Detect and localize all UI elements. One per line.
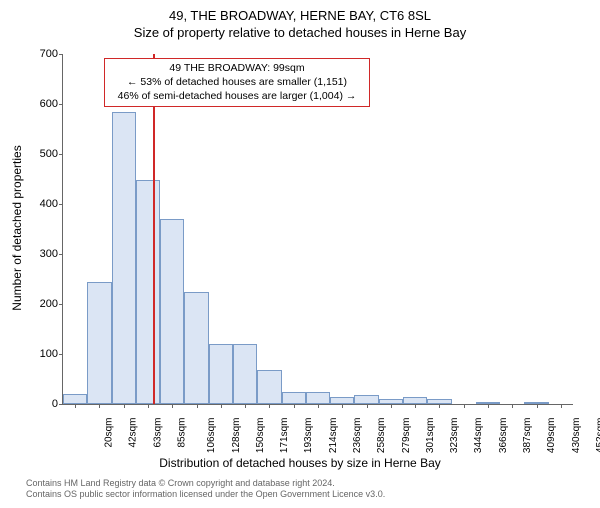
x-tick-mark <box>294 404 295 408</box>
x-tick-label: 85sqm <box>177 418 188 448</box>
y-tick-label: 200 <box>23 298 58 310</box>
x-tick-mark <box>221 404 222 408</box>
x-tick-mark <box>124 404 125 408</box>
y-tick-label: 700 <box>23 48 58 60</box>
footer-line1: Contains HM Land Registry data © Crown c… <box>26 478 385 489</box>
y-tick-mark <box>59 304 63 305</box>
y-tick-mark <box>59 254 63 255</box>
x-tick-mark <box>75 404 76 408</box>
histogram-bar <box>306 392 330 405</box>
annotation-box: 49 THE BROADWAY: 99sqm← 53% of detached … <box>104 58 370 107</box>
x-tick-label: 106sqm <box>206 418 217 454</box>
histogram-bar <box>209 344 233 404</box>
x-tick-label: 452sqm <box>595 418 600 454</box>
histogram-bar <box>233 344 257 404</box>
x-tick-label: 128sqm <box>231 418 242 454</box>
histogram-bar <box>112 112 136 405</box>
x-tick-label: 20sqm <box>104 418 115 448</box>
x-tick-label: 344sqm <box>474 418 485 454</box>
x-tick-mark <box>464 404 465 408</box>
x-tick-mark <box>415 404 416 408</box>
x-tick-mark <box>172 404 173 408</box>
histogram-bar <box>330 397 354 405</box>
y-tick-label: 600 <box>23 98 58 110</box>
x-tick-label: 366sqm <box>498 418 509 454</box>
histogram-bar <box>257 370 281 404</box>
x-tick-label: 323sqm <box>449 418 460 454</box>
histogram-bar <box>160 219 184 404</box>
histogram-bar <box>63 394 87 404</box>
x-tick-mark <box>439 404 440 408</box>
y-tick-label: 400 <box>23 198 58 210</box>
chart-title-line2: Size of property relative to detached ho… <box>0 25 600 40</box>
x-tick-label: 171sqm <box>279 418 290 454</box>
x-tick-label: 63sqm <box>152 418 163 448</box>
x-tick-mark <box>391 404 392 408</box>
y-tick-mark <box>59 204 63 205</box>
x-axis-label: Distribution of detached houses by size … <box>0 456 600 470</box>
histogram-bar <box>282 392 306 405</box>
y-tick-label: 300 <box>23 248 58 260</box>
x-tick-label: 387sqm <box>522 418 533 454</box>
x-tick-label: 430sqm <box>571 418 582 454</box>
x-tick-mark <box>537 404 538 408</box>
x-tick-mark <box>488 404 489 408</box>
annotation-line2: ← 53% of detached houses are smaller (1,… <box>111 75 363 89</box>
chart-footer: Contains HM Land Registry data © Crown c… <box>26 478 385 500</box>
x-tick-mark <box>148 404 149 408</box>
x-tick-mark <box>367 404 368 408</box>
footer-line2: Contains OS public sector information li… <box>26 489 385 500</box>
x-tick-mark <box>342 404 343 408</box>
x-tick-label: 301sqm <box>425 418 436 454</box>
y-tick-label: 100 <box>23 348 58 360</box>
y-tick-label: 500 <box>23 148 58 160</box>
y-tick-mark <box>59 54 63 55</box>
x-tick-label: 279sqm <box>401 418 412 454</box>
x-tick-label: 150sqm <box>255 418 266 454</box>
annotation-line1: 49 THE BROADWAY: 99sqm <box>111 61 363 75</box>
y-tick-mark <box>59 354 63 355</box>
y-tick-mark <box>59 404 63 405</box>
histogram-bar <box>403 397 427 405</box>
y-tick-mark <box>59 154 63 155</box>
chart-plot-area: 010020030040050060070020sqm42sqm63sqm85s… <box>62 54 573 405</box>
x-tick-label: 236sqm <box>352 418 363 454</box>
chart-title-line1: 49, THE BROADWAY, HERNE BAY, CT6 8SL <box>0 8 600 23</box>
x-tick-mark <box>245 404 246 408</box>
x-tick-mark <box>561 404 562 408</box>
histogram-bar <box>354 395 378 404</box>
histogram-bar <box>136 180 160 404</box>
x-tick-label: 193sqm <box>304 418 315 454</box>
x-tick-mark <box>269 404 270 408</box>
y-axis-label: Number of detached properties <box>10 145 24 310</box>
y-tick-mark <box>59 104 63 105</box>
histogram-bar <box>87 282 111 405</box>
x-tick-label: 258sqm <box>376 418 387 454</box>
x-tick-mark <box>99 404 100 408</box>
x-tick-mark <box>512 404 513 408</box>
x-tick-label: 214sqm <box>328 418 339 454</box>
x-tick-label: 409sqm <box>546 418 557 454</box>
x-tick-label: 42sqm <box>128 418 139 448</box>
x-tick-mark <box>197 404 198 408</box>
histogram-bar <box>184 292 208 405</box>
annotation-line3: 46% of semi-detached houses are larger (… <box>111 89 363 103</box>
y-tick-label: 0 <box>23 398 58 410</box>
x-tick-mark <box>318 404 319 408</box>
